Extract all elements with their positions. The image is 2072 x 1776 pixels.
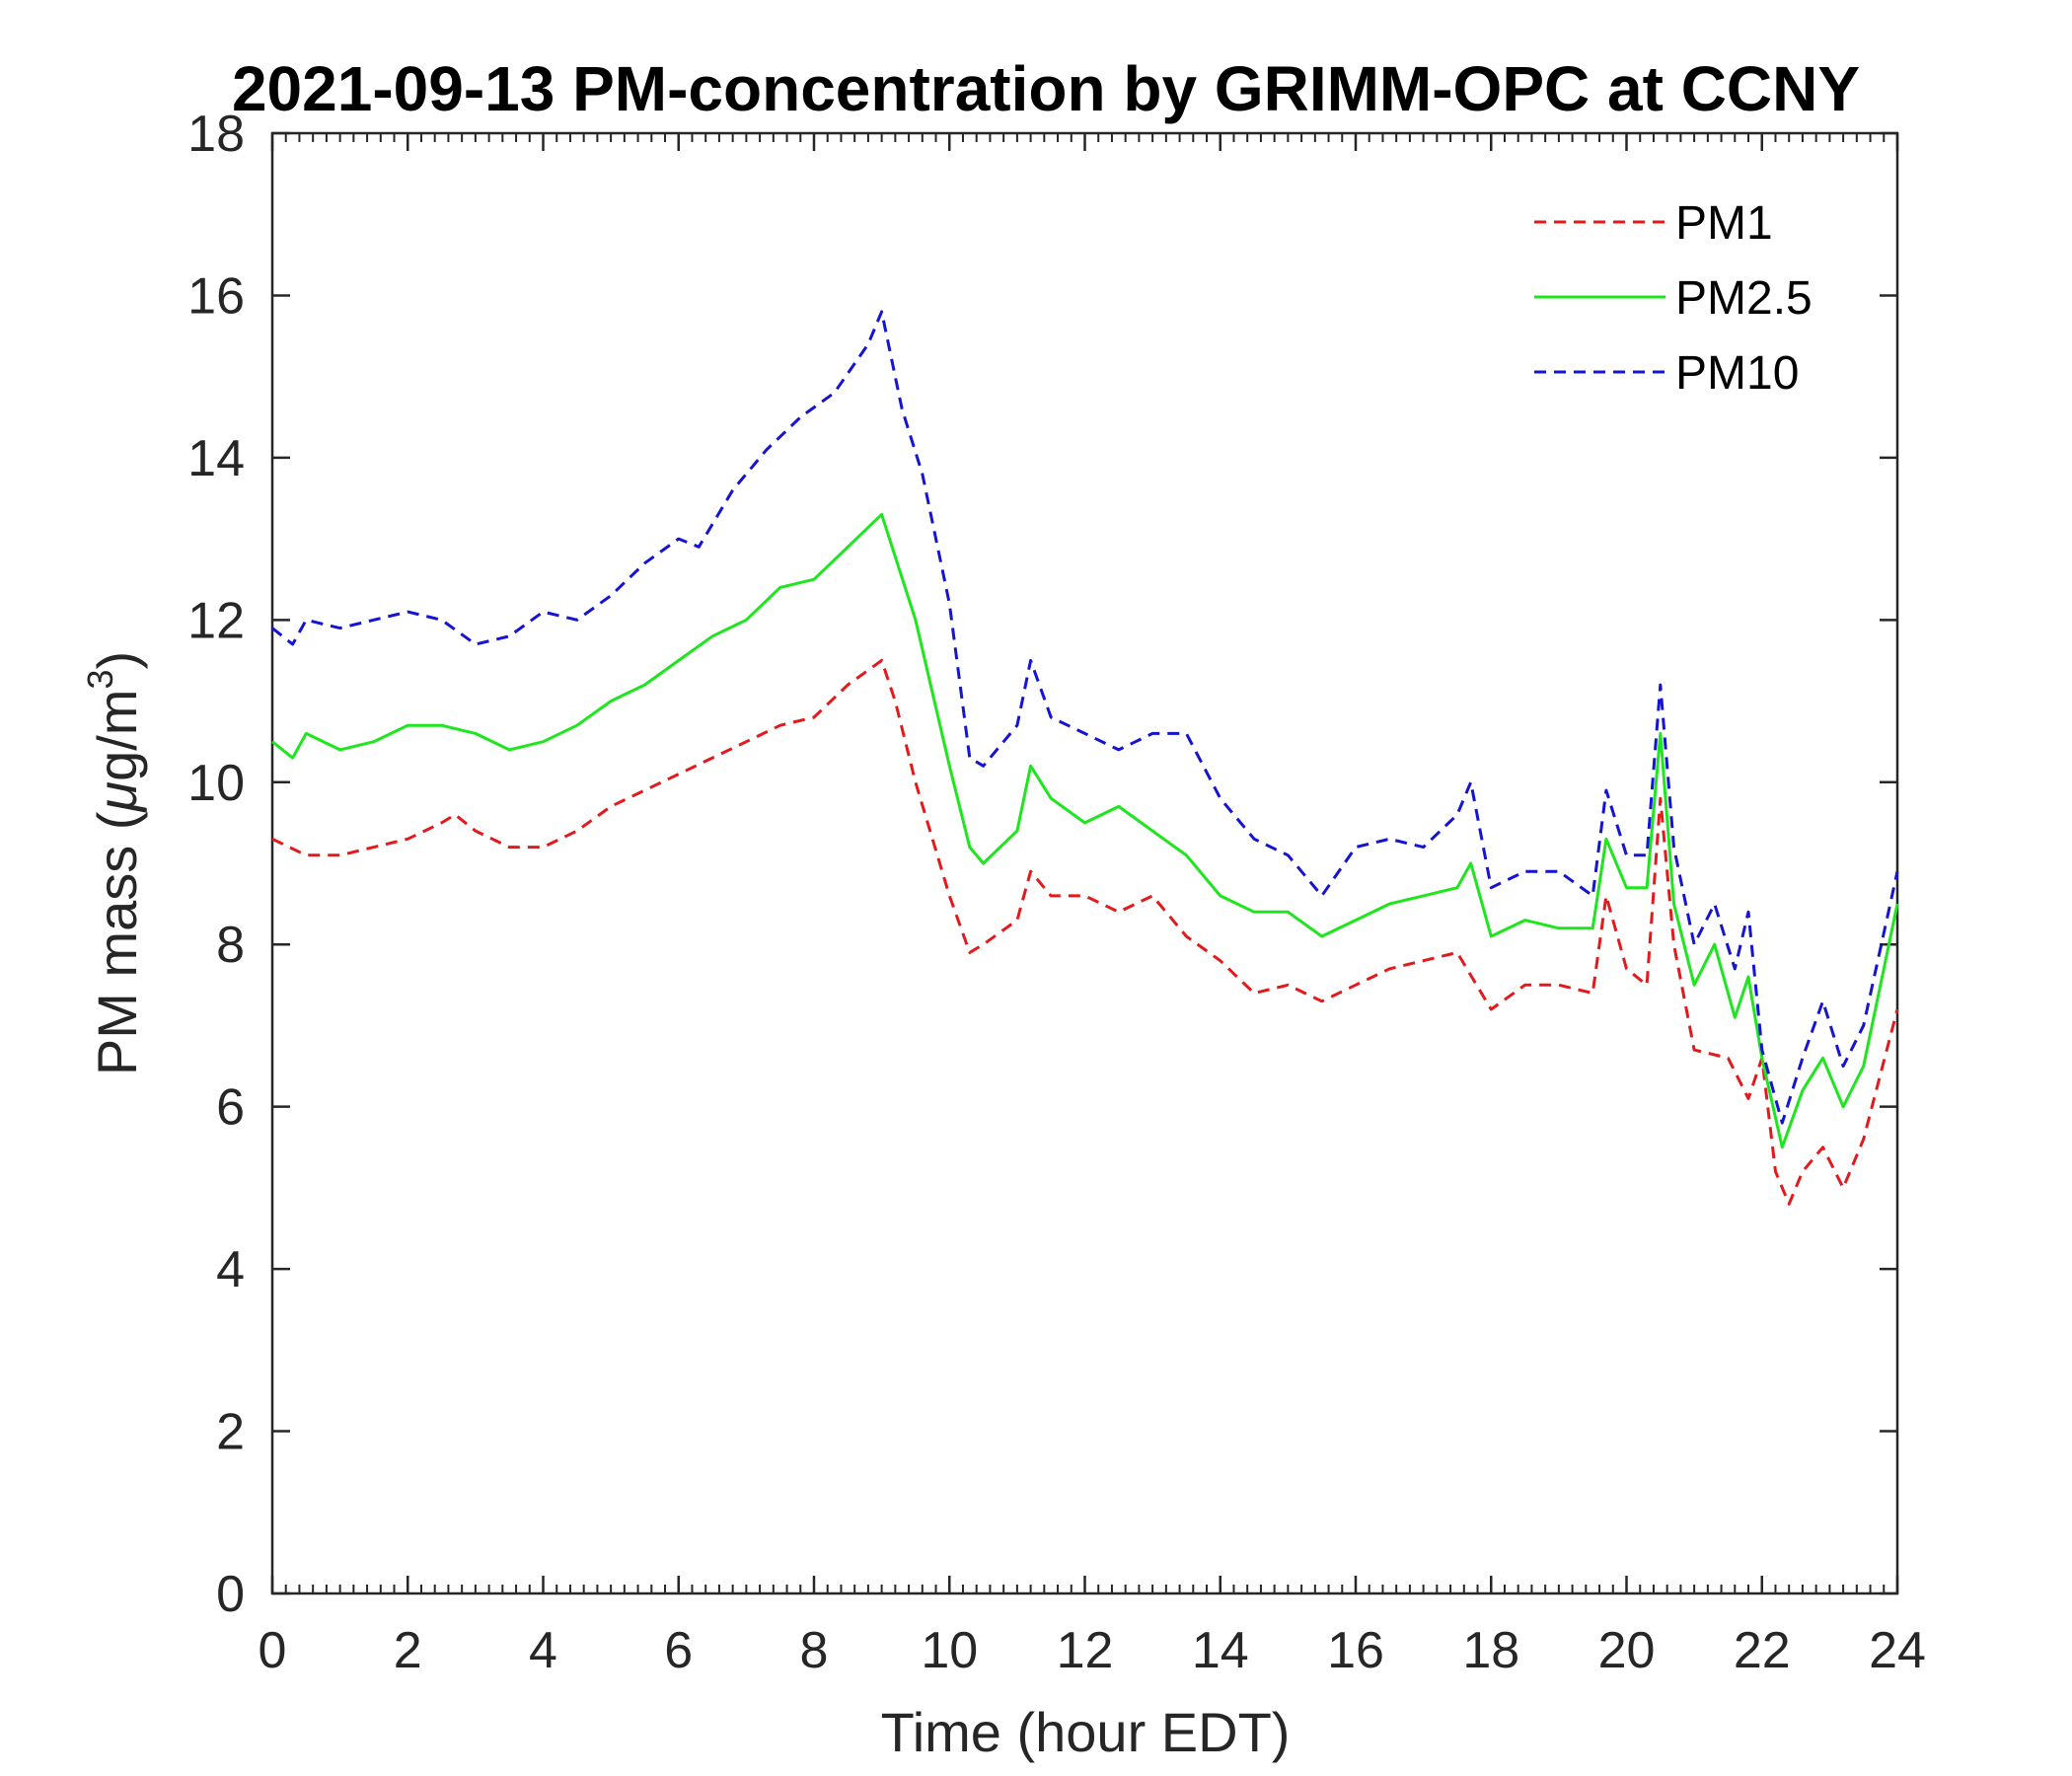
x-tick-label: 10 [921,1622,978,1679]
legend-label: PM2.5 [1675,272,1813,325]
y-axis-label-superscript: 3 [80,670,120,690]
series-line-pm1 [271,658,1899,1206]
y-tick-label: 0 [216,1566,245,1623]
x-tick-label: 16 [1327,1622,1384,1679]
minor-ticks [284,133,1886,1593]
y-tick-label: 14 [187,430,245,487]
x-tick-label: 14 [1192,1622,1249,1679]
y-tick-label: 12 [187,592,245,649]
series-layer [271,310,1899,1206]
y-tick-label: 4 [216,1241,245,1298]
legend-label: PM1 [1675,197,1773,250]
y-tick-label: 8 [216,917,245,974]
x-tick-labels: 0 2 4 6 8 10 12 14 16 18 20 22 24 [259,1622,1926,1679]
chart-title: 2021-09-13 PM-concentration by GRIMM-OPC… [232,53,1860,124]
y-tick-label: 10 [187,755,245,812]
y-axis-label-start: PM mass ( [86,811,148,1075]
x-tick-label: 2 [394,1622,422,1679]
y-axis-label-end: ) [86,651,148,670]
y-tick-label: 2 [216,1404,245,1461]
x-tick-label: 8 [800,1622,829,1679]
x-tick-label: 18 [1462,1622,1519,1679]
y-tick-label: 18 [187,106,245,163]
x-tick-label: 22 [1734,1622,1791,1679]
series-line-pm10 [271,310,1899,1125]
x-tick-label: 20 [1598,1622,1656,1679]
series-line-pm25 [271,512,1899,1149]
plot-area [270,131,1899,1595]
x-axis-label: Time (hour EDT) [881,1701,1291,1763]
y-tick-labels: 0 2 4 6 8 10 12 14 16 18 [187,106,245,1623]
major-ticks [270,131,1899,1595]
x-tick-label: 24 [1869,1622,1926,1679]
legend: PM1 PM2.5 PM10 [1534,197,1813,400]
x-tick-label: 4 [529,1622,557,1679]
y-tick-label: 6 [216,1079,245,1137]
y-tick-label: 16 [187,267,245,325]
legend-label: PM10 [1675,347,1799,400]
y-axis-label-unit: g/m [86,690,148,781]
x-tick-label: 6 [664,1622,693,1679]
x-tick-label: 12 [1057,1622,1114,1679]
y-axis-label-mu: μ [86,781,148,814]
y-axis-label: PM mass (μg/m3) [80,651,148,1075]
x-tick-label: 0 [259,1622,287,1679]
